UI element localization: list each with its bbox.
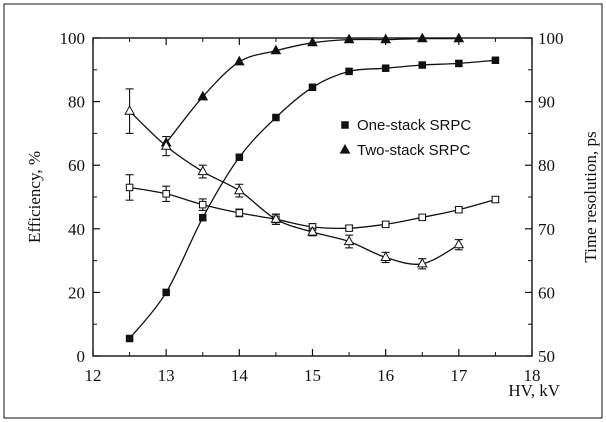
legend-label-two-stack: Two-stack SRPC	[357, 142, 471, 159]
two-stack-time-resolution-curve	[129, 110, 460, 265]
x-tick-label: 18	[524, 366, 541, 385]
y-right-tick-label: 50	[538, 347, 555, 366]
y-left-tick-label: 100	[60, 29, 86, 48]
one-stack-efficiency-point	[455, 59, 463, 68]
two-stack-time-resolution-point	[380, 251, 392, 261]
one-stack-efficiency-point	[199, 213, 207, 222]
two-stack-time-resolution-point	[270, 213, 282, 223]
one-stack-time-resolution-point	[199, 200, 207, 209]
one-stack-time-resolution-point	[381, 220, 390, 229]
y-right-tick-label: 70	[538, 220, 555, 239]
two-stack-time-resolution-point	[453, 238, 465, 249]
two-stack-time-resolution-point	[416, 257, 428, 268]
y-right-tick-label: 80	[538, 156, 555, 175]
x-tick-label: 12	[85, 366, 102, 385]
figure-border	[3, 3, 603, 419]
x-tick-label: 14	[231, 366, 249, 385]
y-right-tick-label: 60	[538, 283, 555, 302]
two-stack-efficiency-point	[343, 33, 355, 44]
two-stack-efficiency-point	[416, 32, 428, 43]
one-stack-efficiency-point	[272, 113, 280, 122]
y-left-tick-label: 0	[77, 347, 86, 366]
one-stack-time-resolution-point	[491, 195, 500, 204]
two-stack-efficiency-point	[197, 90, 209, 101]
two-stack-efficiency-point	[233, 55, 245, 66]
x-tick-label: 16	[377, 366, 394, 385]
y-right-tick-label: 90	[538, 93, 555, 112]
x-tick-label: 15	[304, 366, 321, 385]
two-stack-time-resolution-point	[197, 165, 209, 176]
x-tick-label: 13	[158, 366, 175, 385]
one-stack-efficiency-point	[125, 334, 134, 343]
two-stack-time-resolution-point	[307, 225, 318, 236]
two-stack-efficiency-point	[270, 44, 282, 55]
y-left-tick-label: 40	[68, 220, 85, 239]
y-left-axis-title: Efficiency, %	[25, 151, 44, 243]
x-axis-title: HV, kV	[508, 381, 560, 400]
one-stack-efficiency-point	[381, 64, 390, 72]
one-stack-efficiency-point	[162, 288, 170, 297]
two-stack-efficiency-point	[307, 36, 318, 47]
two-stack-time-resolution-point	[124, 105, 135, 115]
two-stack-time-resolution-point	[343, 235, 355, 246]
legend-marker-two-stack	[339, 143, 351, 154]
legend-label-one-stack: One-stack SRPC	[357, 117, 471, 134]
one-stack-efficiency-point	[235, 153, 244, 161]
y-left-tick-label: 20	[68, 283, 85, 302]
y-right-axis-title: Time resolution, ps	[581, 131, 600, 262]
two-stack-time-resolution-point	[160, 140, 172, 150]
one-stack-efficiency-point	[491, 56, 500, 65]
legend-marker-one-stack	[341, 121, 349, 129]
one-stack-efficiency-point	[345, 67, 353, 76]
one-stack-time-resolution-point	[455, 205, 463, 214]
one-stack-time-resolution-point	[235, 209, 244, 217]
y-right-tick-label: 100	[538, 29, 564, 48]
y-left-tick-label: 60	[68, 156, 85, 175]
one-stack-time-resolution-curve	[129, 186, 496, 230]
one-stack-time-resolution-point	[125, 183, 134, 192]
x-tick-label: 17	[450, 366, 468, 385]
two-stack-time-resolution-point	[233, 184, 245, 195]
two-stack-efficiency-point	[380, 33, 392, 44]
one-stack-time-resolution-point	[345, 224, 353, 232]
one-stack-time-resolution-point	[162, 190, 170, 198]
y-left-tick-label: 80	[68, 93, 85, 112]
two-stack-efficiency-point	[453, 32, 465, 43]
one-stack-efficiency-point	[418, 61, 426, 69]
one-stack-efficiency-point	[308, 83, 317, 92]
one-stack-time-resolution-point	[418, 213, 426, 222]
